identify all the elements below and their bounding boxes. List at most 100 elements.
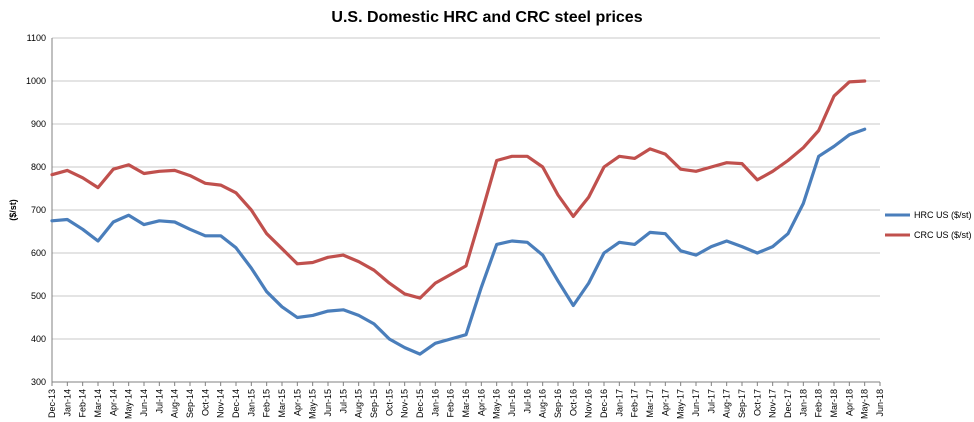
x-tick-label: Apr-16 <box>476 389 486 416</box>
data-point-hrc <box>756 252 759 254</box>
data-point-crc <box>158 170 161 173</box>
data-point-hrc <box>802 202 805 205</box>
data-point-hrc <box>603 252 605 254</box>
data-point-hrc <box>173 221 176 223</box>
x-tick-label: Jan-17 <box>614 389 624 417</box>
data-point-hrc <box>465 333 467 336</box>
data-point-crc <box>848 81 851 83</box>
x-tick-label: Nov-17 <box>768 389 778 418</box>
data-point-hrc <box>710 245 713 248</box>
data-point-hrc <box>419 353 421 355</box>
x-tick-label: Apr-17 <box>660 389 670 416</box>
data-point-crc <box>480 213 483 216</box>
x-tick-label: May-18 <box>860 389 870 419</box>
legend-entry-hrc: HRC US ($/st) <box>885 210 972 220</box>
data-point-hrc <box>403 346 406 349</box>
data-point-crc <box>618 155 621 158</box>
data-point-crc <box>833 95 835 97</box>
x-tick-label: Sep-14 <box>185 389 195 418</box>
x-tick-label: Aug-16 <box>538 389 548 418</box>
data-point-hrc <box>127 214 130 216</box>
data-point-hrc <box>449 338 452 340</box>
data-point-hrc <box>158 220 161 222</box>
y-tick-label: 400 <box>31 334 46 344</box>
data-point-hrc <box>541 254 544 256</box>
y-tick-label: 1100 <box>27 33 46 43</box>
x-tick-label: Feb-18 <box>814 389 824 418</box>
x-tick-label: Jun-18 <box>875 389 885 417</box>
data-point-hrc <box>695 254 697 256</box>
data-point-hrc <box>357 314 360 317</box>
data-point-crc <box>526 155 529 158</box>
x-tick-label: Dec-16 <box>599 389 609 418</box>
data-point-hrc <box>296 316 299 319</box>
data-point-crc <box>587 196 590 198</box>
x-tick-label: Dec-15 <box>415 389 425 418</box>
x-tick-label: Sep-16 <box>553 389 563 418</box>
data-point-crc <box>495 159 498 162</box>
x-tick-label: Jul-15 <box>338 389 348 414</box>
data-point-crc <box>311 261 314 264</box>
data-point-hrc <box>725 240 728 242</box>
data-point-crc <box>434 282 437 284</box>
data-point-crc <box>557 194 559 196</box>
data-point-crc <box>296 263 299 265</box>
data-point-crc <box>265 232 268 235</box>
data-point-hrc <box>265 290 268 293</box>
x-tick-label: Jul-16 <box>522 389 532 414</box>
x-tick-label: Aug-14 <box>170 389 180 418</box>
x-tick-label: Jun-16 <box>507 389 517 417</box>
data-point-hrc <box>557 280 559 282</box>
data-point-hrc <box>480 286 483 289</box>
data-point-hrc <box>572 304 575 307</box>
data-point-crc <box>373 269 375 272</box>
x-tick-label: Feb-16 <box>446 389 456 418</box>
data-point-hrc <box>327 310 329 312</box>
data-point-crc <box>603 166 605 168</box>
data-point-hrc <box>81 228 84 231</box>
y-tick-label: 500 <box>31 291 46 301</box>
x-tick-label: Mar-17 <box>645 389 655 418</box>
x-tick-label: Nov-15 <box>400 389 410 418</box>
x-tick-label: Jan-14 <box>62 389 72 417</box>
x-tick-label: May-15 <box>308 389 318 419</box>
data-point-hrc <box>863 128 866 130</box>
data-point-crc <box>127 164 130 166</box>
x-tick-label: Feb-14 <box>78 389 88 418</box>
data-point-crc <box>679 168 682 170</box>
y-tick-label: 700 <box>31 205 46 215</box>
gridlines <box>51 37 880 383</box>
chart-title: U.S. Domestic HRC and CRC steel prices <box>331 9 642 26</box>
data-point-hrc <box>664 232 667 235</box>
y-tick-label: 800 <box>31 162 46 172</box>
x-axis-ticks: Dec-13 Jan-14 Feb-14 Mar-14 Apr-14 May-14 Jun-… <box>47 382 885 419</box>
data-point-crc <box>81 177 84 179</box>
data-point-crc <box>695 170 697 173</box>
x-tick-label: Mar-16 <box>461 389 471 418</box>
series-line-crc <box>50 79 867 300</box>
y-axis-ticks: 300 400 500 600 700 800 900 1000 1100 <box>26 33 46 387</box>
data-point-crc <box>51 173 53 176</box>
y-tick-label: 900 <box>31 119 46 129</box>
x-tick-label: Apr-18 <box>844 389 854 416</box>
x-tick-label: Feb-17 <box>630 389 640 418</box>
x-tick-label: Oct-14 <box>200 389 210 416</box>
data-point-crc <box>664 153 667 155</box>
data-point-crc <box>771 170 774 173</box>
data-point-hrc <box>817 155 820 158</box>
x-tick-label: May-17 <box>676 389 686 419</box>
data-point-hrc <box>189 228 191 231</box>
data-point-hrc <box>741 245 743 248</box>
series-lines <box>50 79 867 356</box>
data-point-crc <box>357 260 360 263</box>
x-tick-label: Jan-15 <box>246 389 256 417</box>
data-point-hrc <box>235 247 237 249</box>
x-tick-label: Nov-14 <box>216 389 226 418</box>
data-point-hrc <box>434 342 437 345</box>
data-point-hrc <box>833 145 835 148</box>
data-point-hrc <box>97 240 99 242</box>
data-point-hrc <box>112 221 115 223</box>
data-point-crc <box>741 162 743 165</box>
x-tick-label: Jul-17 <box>706 389 716 414</box>
